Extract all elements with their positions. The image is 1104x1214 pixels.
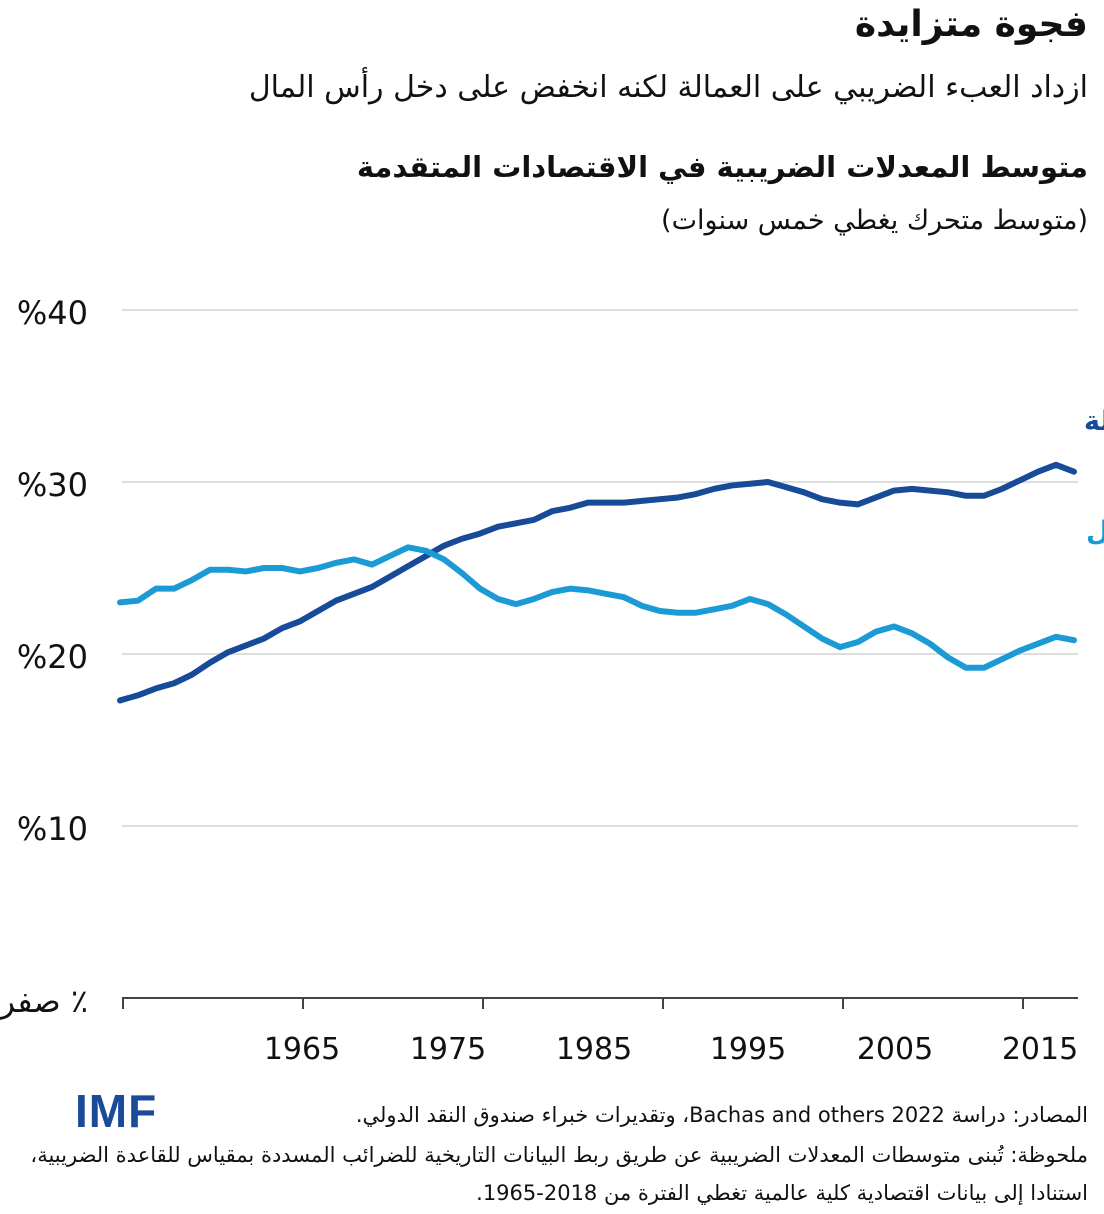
series-label-capital: الضريبة على رأس المال <box>1086 513 1104 547</box>
x-tick-label: 1985 <box>556 1032 632 1067</box>
imf-logo: IMF <box>75 1085 158 1137</box>
y-tick-label: صفر ٪ <box>0 982 88 1020</box>
y-tick-label: %40 <box>17 294 88 332</box>
x-tick-label: 2005 <box>857 1032 933 1067</box>
note-line-2: استنادا إلى بيانات اقتصادية كلية عالمية … <box>476 1181 1088 1205</box>
chart-note: (متوسط متحرك يغطي خمس سنوات) <box>661 205 1088 236</box>
series-line-capital <box>117 544 1077 671</box>
sources-text: المصادر: دراسة Bachas and others 2022، و… <box>355 1103 1088 1127</box>
x-tick-label: 1995 <box>710 1032 786 1067</box>
y-tick-label: %10 <box>17 810 88 848</box>
y-tick-label: %20 <box>17 638 88 676</box>
page-title: فجوة متزايدة <box>854 4 1088 45</box>
x-tick-label: 2015 <box>1002 1032 1078 1067</box>
x-tick-label: 1975 <box>410 1032 486 1067</box>
chart-title: متوسط المعدلات الضريبية في الاقتصادات ال… <box>356 150 1088 184</box>
series-label-labor: الضريبة على العمالة <box>1084 406 1104 437</box>
note-line-1: ملحوظة: تُبنى متوسطات المعدلات الضريبية … <box>30 1143 1088 1167</box>
y-tick-label: %30 <box>17 466 88 504</box>
page-subtitle: ازداد العبء الضريبي على العمالة لكنه انخ… <box>248 70 1088 105</box>
series-line-labor <box>117 461 1077 704</box>
x-tick-label: 1965 <box>264 1032 340 1067</box>
